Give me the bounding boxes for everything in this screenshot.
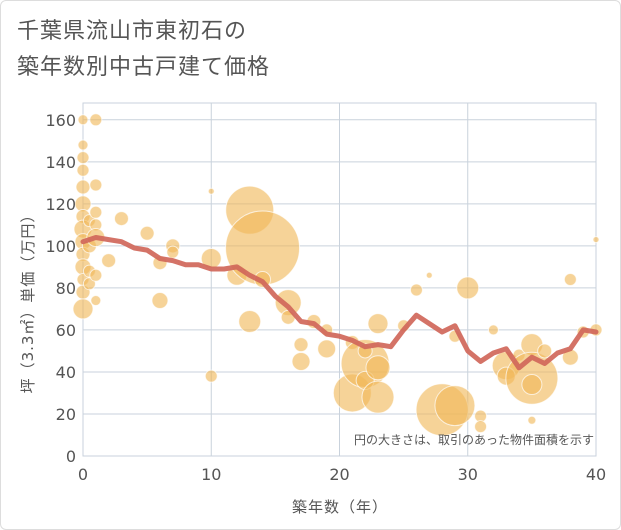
data-bubble xyxy=(238,310,262,334)
data-bubble xyxy=(76,151,90,165)
x-tick-label: 0 xyxy=(78,465,88,484)
data-bubble xyxy=(361,380,395,414)
x-tick-label: 40 xyxy=(586,465,606,484)
data-bubble xyxy=(166,245,180,259)
y-tick-label: 40 xyxy=(56,363,76,382)
data-bubble xyxy=(537,343,553,359)
data-bubble xyxy=(77,139,89,151)
data-bubble xyxy=(521,374,543,396)
data-bubble xyxy=(89,205,103,219)
trend-line-layer xyxy=(80,235,599,371)
chart-title-line-2: 築年数別中古戸建て価格 xyxy=(17,55,271,80)
data-bubble xyxy=(90,295,102,307)
data-bubble xyxy=(207,187,215,195)
trend-line xyxy=(80,235,599,371)
x-axis-title: 築年数（年） xyxy=(292,498,388,516)
chart-title-line-1: 千葉県流山市東初石の xyxy=(17,19,248,44)
data-bubble xyxy=(113,211,129,227)
y-tick-label: 80 xyxy=(56,279,76,298)
data-bubble xyxy=(474,420,488,434)
data-bubble xyxy=(151,292,169,310)
x-tick-label: 20 xyxy=(329,465,349,484)
y-tick-label: 140 xyxy=(45,153,76,172)
y-axis-title: 坪（3.3㎡）単価（万円） xyxy=(19,207,37,394)
data-bubble xyxy=(434,385,476,427)
chart-title: 千葉県流山市東初石の 築年数別中古戸建て価格 xyxy=(17,14,270,86)
data-bubble xyxy=(204,369,218,383)
data-bubble xyxy=(456,276,480,300)
data-bubble xyxy=(76,163,90,177)
data-bubble xyxy=(291,351,311,371)
axes: 0 10 20 30 40 0 20 40 60 80 100 120 140 160 xyxy=(45,111,606,484)
data-bubble xyxy=(563,273,577,286)
data-bubble xyxy=(293,337,309,353)
x-tick-label: 10 xyxy=(201,465,221,484)
data-bubble xyxy=(77,114,89,126)
data-bubble xyxy=(409,283,423,297)
data-bubble xyxy=(75,179,91,195)
y-tick-label: 20 xyxy=(56,405,76,424)
data-bubble xyxy=(487,324,499,336)
data-bubble xyxy=(101,253,117,269)
data-bubble xyxy=(139,225,155,241)
x-tick-label: 30 xyxy=(458,465,478,484)
data-bubble xyxy=(527,415,537,425)
y-tick-label: 0 xyxy=(66,447,76,466)
y-tick-label: 60 xyxy=(56,321,76,340)
data-bubble xyxy=(317,339,337,359)
data-bubble xyxy=(89,113,103,127)
y-tick-label: 120 xyxy=(45,195,76,214)
data-bubble xyxy=(592,236,600,244)
bubble-series xyxy=(72,113,603,437)
size-annotation: 円の大きさは、取引のあった物件面積を示す xyxy=(354,432,594,447)
data-bubble xyxy=(365,355,391,381)
data-bubble xyxy=(89,268,103,282)
data-bubble xyxy=(367,313,389,335)
data-bubble xyxy=(72,298,94,320)
data-bubble xyxy=(89,178,103,192)
y-tick-label: 160 xyxy=(45,111,76,130)
data-bubble xyxy=(425,271,433,279)
y-tick-label: 100 xyxy=(45,237,76,256)
